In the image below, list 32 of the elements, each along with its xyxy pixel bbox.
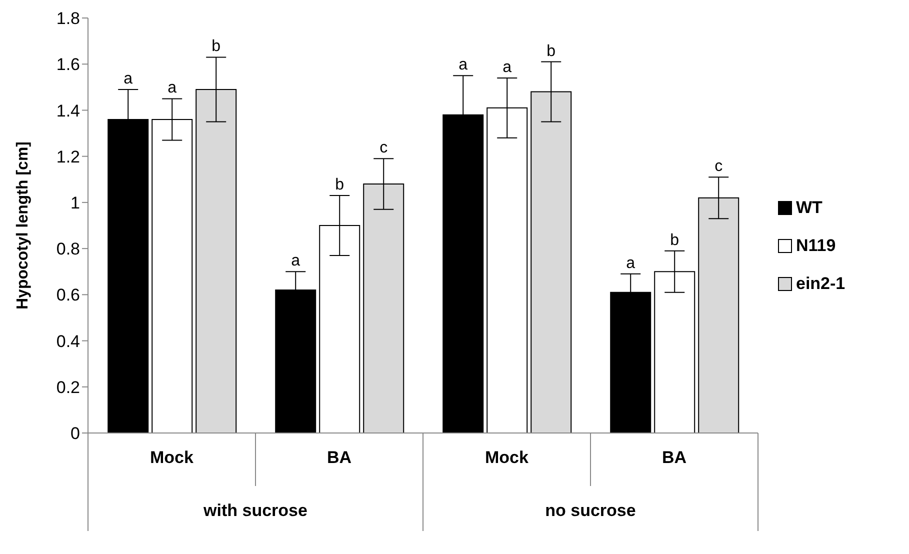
legend-label: WT [796,198,822,218]
y-tick-label: 1.8 [56,9,80,28]
y-tick-label: 1 [70,193,80,212]
legend-label: ein2-1 [796,274,846,294]
data-label: b [212,38,221,56]
data-label: c [380,140,388,157]
data-label: b [546,42,556,60]
data-label: a [168,80,177,97]
x-tick-label: Mock [150,448,194,467]
y-tick-label: 0.4 [56,332,80,351]
data-label: a [626,254,636,272]
text: no sucrose [545,501,636,520]
y-tick-label: 0.2 [56,378,80,397]
x-tick-label: Mock [485,448,530,467]
legend-label: N119 [796,236,836,256]
data-label: a [124,70,133,88]
data-label: a [291,252,300,270]
data-label: a [458,56,468,74]
y-tick-label: 1.6 [56,55,80,74]
y-tick-label: 0 [70,424,80,444]
x-tick-label: BA [326,448,352,467]
y-tick-label: 1.4 [56,101,80,120]
y-tick-label: 0.8 [56,240,80,259]
y-tick-label: 0.6 [56,286,80,305]
x-tick-label: BA [662,448,687,467]
text: with sucrose [202,501,308,520]
data-label: b [335,176,344,194]
data-label: a [502,58,512,76]
data-label: b [670,232,680,249]
data-label: c [714,158,723,176]
y-axis-title: Hypocotyl length [cm] [14,141,32,310]
y-tick-label: 1.2 [56,147,80,166]
